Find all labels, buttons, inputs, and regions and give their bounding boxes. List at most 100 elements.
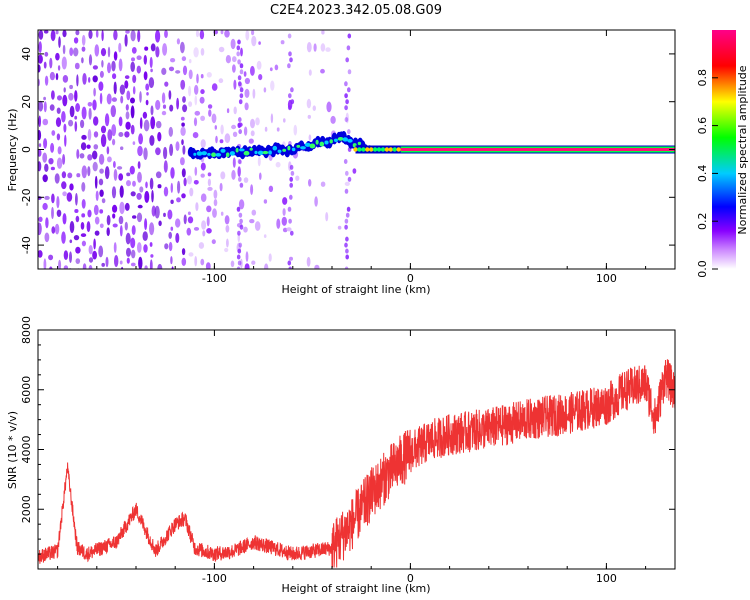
heatmap-cell [99,92,103,105]
heatmap-cell [42,174,48,183]
heatmap-cell [155,99,161,111]
heatmap-cell [130,262,136,267]
heatmap-y-tick-label: 0 [20,146,33,153]
heatmap-cell [68,92,74,101]
heatmap-cell [64,134,67,147]
heatmap-cell [239,218,243,224]
snr-y-tick-label: 4000 [20,436,33,464]
heatmap-cell [193,180,199,185]
heatmap-cell [237,230,241,236]
heatmap-cell [220,124,224,135]
heatmap-cell [200,89,205,95]
heatmap-cell [124,221,128,231]
heatmap-cell [320,43,326,52]
heatmap-cell [289,57,293,63]
heatmap-y-tick-label: -20 [20,188,33,206]
signal-peak [282,148,287,152]
heatmap-cell [237,248,242,254]
heatmap-cell [207,178,211,187]
signal-peak [215,153,222,157]
heatmap-cell [183,177,187,187]
heatmap-cell [106,227,110,237]
signal-peak [257,150,264,155]
heatmap-cell [93,144,99,150]
signal-peak [196,151,203,156]
heatmap-cell [344,181,350,186]
heatmap-cell [163,146,168,160]
heatmap-cell [287,63,291,69]
heatmap-cell [289,194,293,200]
heatmap-cell [170,167,175,179]
heatmap-cell [117,166,123,170]
heatmap-cell [130,30,136,42]
heatmap-cell [168,241,173,252]
heatmap-cell [288,93,292,99]
heatmap-cell [194,95,198,106]
heatmap-cell [250,184,254,196]
heatmap-cell [69,183,74,191]
heatmap-cell [268,185,274,192]
heatmap-cell [175,70,181,74]
heatmap-cell [54,173,60,184]
heatmap-cell [344,93,348,99]
heatmap-cell [157,263,163,269]
signal-peak [380,147,386,152]
heatmap-cell [230,38,236,50]
signal-peak [319,141,325,147]
heatmap-cell [226,108,230,114]
heatmap-cell [126,257,130,264]
heatmap-cell [245,251,249,262]
heatmap-cell [113,81,117,95]
heatmap-cell [42,202,48,211]
heatmap-cell [107,156,112,163]
heatmap-cell [73,47,79,57]
heatmap-cell [75,30,80,36]
heatmap-cell [113,242,117,253]
signal-peak [291,147,296,152]
heatmap-cell [82,263,87,269]
heatmap-cell [244,263,250,269]
heatmap-cell [54,223,60,235]
heatmap-cell [239,93,244,99]
signal-peak [309,143,316,149]
heatmap-cell [130,191,136,197]
heatmap-cell [49,57,53,69]
heatmap-cell [130,124,135,135]
heatmap-cell [180,116,185,121]
heatmap-cell [74,62,80,70]
heatmap-cell [225,225,230,233]
heatmap-cell [149,242,153,247]
heatmap-cell [263,234,267,239]
heatmap-cell [38,216,43,222]
heatmap-cell [226,238,229,248]
heatmap-cell [146,92,149,96]
heatmap-cell [218,78,224,84]
heatmap-cell [95,190,99,201]
heatmap-cell [181,193,186,199]
heatmap-cell [104,113,110,127]
heatmap-cell [45,217,49,229]
heatmap-cell [345,212,350,218]
heatmap-cell [343,159,348,164]
heatmap-cell [176,38,180,45]
heatmap-cell [55,30,59,35]
heatmap-cell [62,154,66,165]
snr-ticks: -100 0 100 2000 4000 6000 8000 [20,316,675,585]
heatmap-cell [73,235,80,241]
heatmap-cell [50,30,56,42]
heatmap-cell [76,74,79,87]
heatmap-cell [62,44,66,55]
heatmap-cell [170,226,174,231]
heatmap-cell [282,227,288,233]
heatmap-cell [119,185,124,198]
heatmap-cell [237,166,241,178]
heatmap-cell [243,126,248,136]
heatmap-cell [211,239,216,245]
heatmap-cell [286,227,292,232]
heatmap-cell [63,123,67,133]
heatmap-cell [161,67,167,75]
heatmap-cell [306,256,311,267]
heatmap-cell [175,218,181,228]
signal-peak [304,142,311,147]
colorbar-tick-label: 0.4 [696,165,709,183]
